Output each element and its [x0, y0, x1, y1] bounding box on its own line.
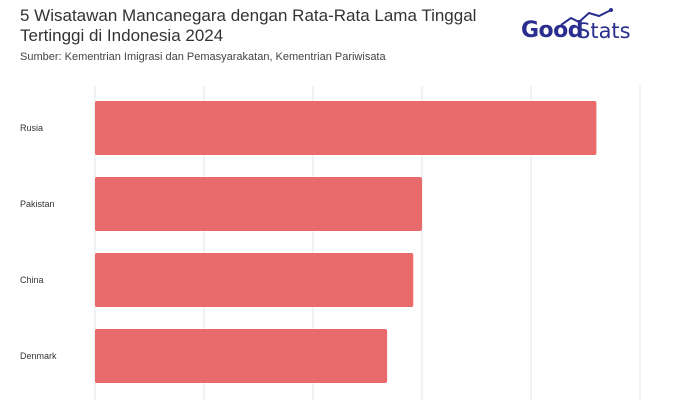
- chart-bars: [95, 101, 597, 383]
- category-label-pakistan: Pakistan: [20, 199, 55, 209]
- logo-word-good: Good: [521, 18, 584, 43]
- logo-word-stats: Stats: [577, 19, 631, 43]
- bar-denmark: [95, 329, 388, 383]
- goodstats-logo: Good Stats: [521, 8, 633, 43]
- trend-line-icon: [560, 8, 613, 26]
- source-note: Sumber: Kementrian Imigrasi dan Pemasyar…: [20, 51, 386, 63]
- bar-pakistan: [95, 177, 422, 231]
- category-label-rusia: Rusia: [20, 123, 43, 133]
- chart-category-labels: Rusia Pakistan China Denmark: [20, 123, 57, 361]
- bar-rusia: [95, 101, 597, 155]
- bar-china: [95, 253, 414, 307]
- category-label-denmark: Denmark: [20, 351, 57, 361]
- chart-title: 5 Wisatawan Mancanegara dengan Rata-Rata…: [20, 6, 477, 45]
- category-label-china: China: [20, 275, 44, 285]
